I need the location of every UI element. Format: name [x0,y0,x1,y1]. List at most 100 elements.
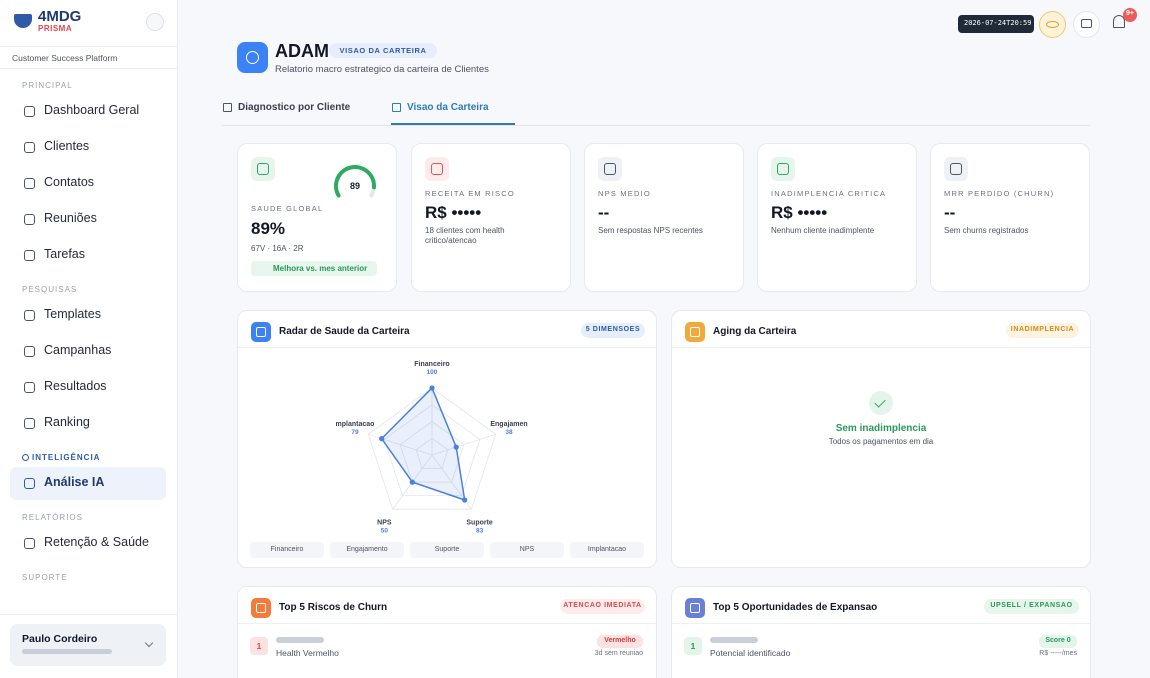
panel-card: Top 5 Oportunidades de Expansao UPSELL / … [671,586,1091,678]
panel-tag: ATENCAO IMEDIATA [560,599,645,614]
kpi-label: MRR PERDIDO (CHURN) [944,189,1055,198]
tab-underline [391,123,515,125]
divider [0,46,178,47]
empty-sub: Todos os pagamentos em dia [828,437,934,446]
nav-icon [24,250,35,261]
dimension-label: NPS [519,546,535,553]
nav-icon [24,538,35,549]
kpi-card: NPS MEDIO -- Sem respostas NPS recentes [584,143,744,292]
nav-icon [24,478,35,489]
bell-icon[interactable] [1113,15,1125,28]
tab[interactable]: Visao da Carteira [407,102,489,113]
nav-icon [24,178,35,189]
panel-divider [672,623,1090,624]
panel-title: Aging da Carteira [713,326,797,337]
notification-badge: 9+ [1123,8,1137,22]
kpi-sub: Sem churns registrados [944,226,1029,235]
panel-divider [238,623,656,624]
nav-icon [24,418,35,429]
dimension-label: Financeiro [270,546,304,553]
kpi-icon-glyph [950,163,962,175]
dimension-label: Suporte [434,546,460,553]
dimension-label: Implantacao [587,546,627,553]
nav-item[interactable]: Tarefas [44,247,85,261]
rank: 1 [256,641,262,651]
panel-tag: INADIMPLENCIA [1006,323,1079,338]
kpi-value: -- [598,203,610,222]
tab-icon [392,103,401,112]
status: Score 0 [1045,637,1071,644]
panel-icon-glyph [256,603,266,613]
panel-tag-text: 5 DIMENSOES [585,326,641,333]
divider [0,614,178,615]
dimension-pill: Implantacao [570,542,644,558]
page-subtitle: Relatorio macro estrategico da carteira … [275,64,489,75]
row-note: R$ -----/mes [1039,650,1077,657]
tab-icon [223,103,232,112]
panel-title: Radar de Saude da Carteira [279,326,410,337]
page-tag-text: VISAO DA CARTEIRA [339,46,427,55]
timestamp: 2026-07-24T20:59 [964,19,1032,27]
row-sub: Potencial identificado [710,648,791,658]
kpi-sub: Sem respostas NPS recentes [598,226,703,235]
kpi-icon-glyph [604,163,616,175]
nav-icon [24,346,35,357]
kpi-icon [425,157,449,181]
divider [0,68,178,69]
nav-item[interactable]: Resultados [44,379,107,393]
panel-divider [238,347,656,348]
nav-item[interactable]: Clientes [44,139,90,153]
chat-button[interactable] [1073,11,1100,38]
user-card[interactable]: Paulo Cordeiro [10,624,166,666]
section-icon [22,454,29,461]
kpi-sub: 18 clientes com health critico/atencao [425,226,505,245]
nav-item[interactable]: Reuniões [44,211,97,225]
nav-active [10,467,166,500]
kpi-icon-glyph [777,163,789,175]
nav-item[interactable]: Retenção & Saúde [44,535,149,549]
section-title: SUPORTE [22,573,68,582]
kpi-icon-glyph [431,163,443,175]
nav-item[interactable]: Templates [44,307,101,321]
rank-badge: 1 [250,637,268,655]
panel-icon-glyph [256,327,266,337]
tab[interactable]: Diagnostico por Cliente [238,102,351,113]
logo-sub: PRISMA [38,24,73,33]
nav-icon [24,310,35,321]
nav-icon [24,106,35,117]
kpi-icon [251,157,275,181]
nav-item[interactable]: Análise IA [44,475,105,489]
status-pill: Score 0 [1039,635,1077,648]
user-name: Paulo Cordeiro [22,633,98,645]
nav-item[interactable]: Dashboard Geral [44,103,140,117]
panel-card: Radar de Saude da Carteira 5 DIMENSOES Fin… [237,310,657,568]
status: Vermelho [604,637,636,644]
sidebar [0,0,178,678]
section-title: INTELIGÊNCIA [32,453,101,462]
dimension-pill: Suporte [410,542,484,558]
nav-item[interactable]: Contatos [44,175,95,189]
nav-item[interactable]: Ranking [44,415,90,429]
kpi-card: MRR PERDIDO (CHURN) -- Sem churns registra… [930,143,1090,292]
panel-icon-glyph [690,327,700,337]
kpi-trend: Melhora vs. mes anterior [251,261,377,276]
section-title: RELATÓRIOS [22,513,83,522]
platform: Customer Success Platform [12,53,118,63]
panel-card: Aging da Carteira INADIMPLENCIA Sem inadim… [671,310,1091,568]
page-tag: VISAO DA CARTEIRA [329,43,437,58]
status-pill: Vermelho [597,635,643,648]
kpi-sub: Nenhum cliente inadimplente [771,226,875,235]
kpi-trend-text: Melhora vs. mes anterior [273,264,368,273]
name-blurred [710,637,758,643]
nav-icon [24,142,35,153]
empty-title: Sem inadimplencia [835,423,927,434]
dimension-pill: Financeiro [250,542,324,558]
timestamp-pill: 2026-07-24T20:59 [958,15,1034,33]
kpi-label: SAUDE GLOBAL [251,204,324,213]
page-title: ADAM [275,41,329,61]
panel-tag: 5 DIMENSOES [581,323,645,338]
panel-tag-text: UPSELL / EXPANSAO [990,602,1073,609]
dimension-pill: NPS [490,542,564,558]
nav-item[interactable]: Campanhas [44,343,112,357]
collapse-button[interactable] [146,13,164,31]
